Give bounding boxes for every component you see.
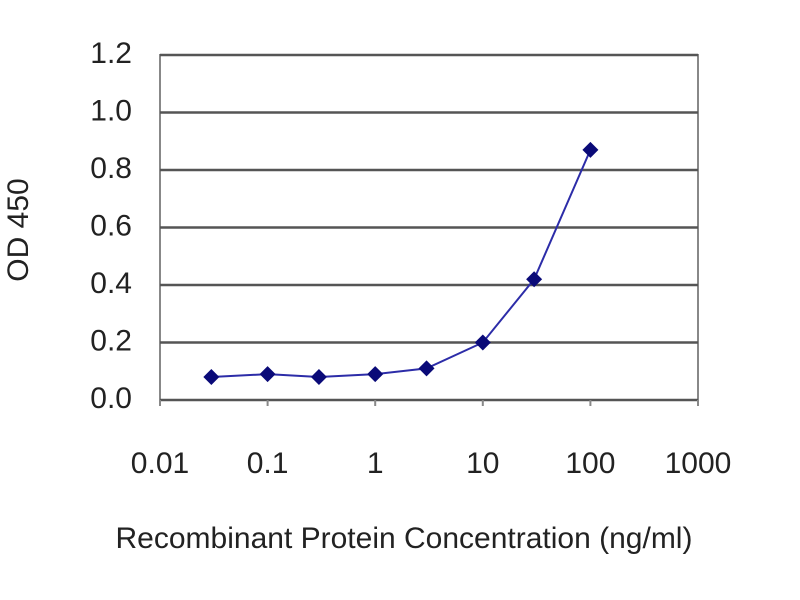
x-tick-label: 10 [466, 447, 499, 480]
y-tick-label: 0.2 [90, 324, 132, 357]
y-tick-label: 0.6 [90, 209, 132, 242]
data-point [474, 334, 491, 351]
data-point [526, 271, 543, 288]
x-tick-label: 100 [565, 447, 615, 480]
x-tick-label: 0.01 [131, 447, 189, 480]
y-tick-label: 0.4 [90, 267, 132, 300]
x-tick-label: 0.1 [247, 447, 289, 480]
data-point [367, 366, 384, 383]
data-point [259, 366, 276, 383]
data-line [211, 149, 592, 379]
x-tick-label: 1000 [665, 447, 732, 480]
y-tick-label: 0.0 [90, 382, 132, 415]
x-axis-label: Recombinant Protein Concentration (ng/ml… [116, 522, 693, 555]
data-point [582, 141, 599, 158]
y-axis-label: OD 450 [2, 178, 35, 281]
y-tick-label: 0.8 [90, 152, 132, 185]
data-point [203, 369, 220, 385]
y-tick-label: 1.0 [90, 94, 132, 127]
data-point [310, 369, 327, 385]
x-tick-label: 1 [367, 447, 384, 480]
data-point [418, 360, 435, 377]
y-tick-label: 1.2 [90, 37, 132, 70]
